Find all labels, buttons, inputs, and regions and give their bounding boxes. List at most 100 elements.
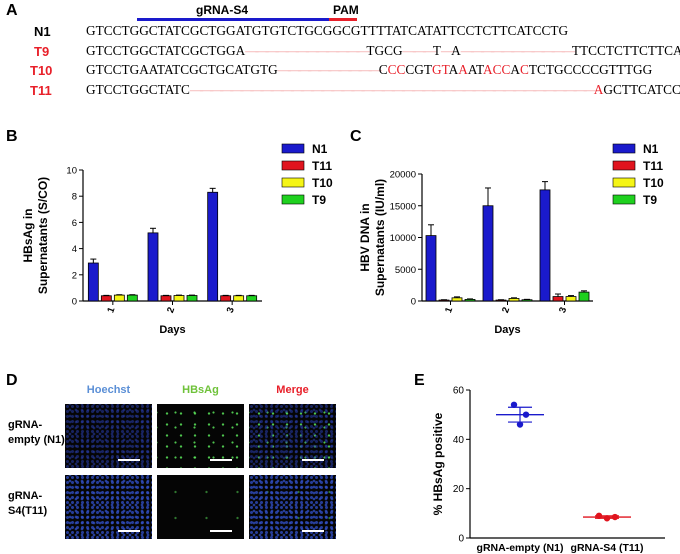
bar-n1 (425, 235, 437, 302)
x-tick-label: 3 (557, 306, 569, 315)
grna-bar (137, 18, 329, 21)
legend-swatch-t9 (612, 194, 636, 205)
data-point (611, 513, 619, 521)
bar-t9 (521, 299, 533, 302)
micrograph-column-hbsag: HBsAg (182, 384, 219, 396)
y-tick-label: 10 (66, 166, 77, 177)
sequence-segment: AT (467, 62, 484, 77)
bar-t11 (160, 295, 172, 302)
sequence-segment: ———————————————————————————————————————— (189, 82, 597, 97)
legend-swatch-n1 (612, 143, 636, 154)
legend-label-t9: T9 (312, 193, 326, 207)
micrograph-column-merge: Merge (276, 384, 309, 396)
panel-letter-a: A (6, 2, 18, 19)
micrograph-image (249, 475, 336, 539)
sequence-n1: GTCCTGGCTATCGCTGGATGTGTCTGCGGCGTTTTATCAT… (86, 23, 568, 39)
micrograph-image (157, 475, 244, 539)
sequence-segment: GT (431, 62, 449, 77)
legend-label-n1: N1 (312, 142, 328, 156)
sequence-segment: ACC (483, 62, 511, 77)
scale-bar (210, 530, 232, 532)
chart-e: 0 20 40 60 % HBsAg positive gRNA-empty (N1) gR… (431, 386, 665, 554)
data-point (522, 411, 530, 418)
bar-t10 (233, 295, 245, 302)
sequence-t9: GTCCTGGCTATCGCTGGA————————————TGCG———T—A… (86, 43, 680, 59)
micrograph-column-hoechst: Hoechst (86, 384, 131, 396)
legend-swatch-t10 (612, 177, 636, 188)
y-tick-label: 0 (72, 297, 77, 308)
x-category-label: gRNA-S4 (T11) (571, 542, 644, 554)
panel-letter-c: C (350, 128, 362, 145)
y-tick-label: 6 (72, 218, 77, 229)
legend-label-t9: T9 (643, 193, 657, 207)
data-point (516, 421, 524, 428)
y-tick-label: 20000 (390, 170, 416, 181)
micrograph-row-label: gRNA- S4(T11) (8, 489, 47, 519)
panel-letter-d: D (6, 372, 18, 389)
bar-t10 (173, 295, 185, 302)
bar-t11 (552, 296, 564, 302)
sequence-segment: A (510, 62, 520, 77)
y-tick-label: 40 (453, 435, 465, 446)
y-axis-label: HBsAg in (21, 209, 35, 263)
sequence-segment: C (378, 62, 388, 77)
panel-letter-e: E (414, 372, 425, 389)
legend-label-t10: T10 (643, 176, 664, 190)
y-tick-label: 20 (453, 484, 465, 495)
sequence-segment: A (448, 62, 459, 77)
sequence-segment: ———————————— (245, 43, 369, 58)
y-axis-label: Supernatants (IU/ml) (373, 179, 387, 296)
sequence-segment: GCTTCATCCTG (603, 82, 680, 97)
y-tick-label: 4 (72, 244, 77, 255)
sequence-segment: A (458, 62, 468, 77)
x-tick-label: 1 (105, 305, 117, 314)
bar-n1 (207, 191, 219, 302)
scale-bar (118, 459, 140, 461)
bar-t11 (220, 295, 232, 302)
micrograph-row-label-line: empty (N1) (8, 434, 65, 446)
bar-n1 (147, 232, 159, 302)
sequence-segment: TTCCTCTTCTTCATG (571, 43, 680, 58)
y-tick-label: 0 (458, 534, 464, 545)
x-tick-label: 3 (225, 306, 237, 315)
data-point (510, 401, 518, 408)
legend-label-t11: T11 (643, 159, 663, 173)
bar-n1 (539, 189, 551, 302)
bar-t10 (451, 297, 463, 302)
sequence-segment: TCTGCCCCGTTTGG (528, 62, 653, 77)
bar-t9 (464, 299, 476, 302)
y-tick-label: 0 (411, 297, 416, 308)
micrograph-image (65, 404, 152, 468)
sequence-segment: A (593, 82, 604, 97)
bar-t9 (186, 295, 198, 302)
panel-letter-b: B (6, 128, 18, 145)
legend-label-n1: N1 (643, 142, 659, 156)
data-point (595, 512, 603, 519)
bar-t11 (100, 295, 112, 302)
sequence-label-n1: N1 (34, 24, 51, 39)
chart-c: 0 5000 10000 15000 20000 1 2 3 Days HBV DNA in Sup… (358, 142, 664, 336)
y-axis-label: Supernatants (S/CO) (36, 177, 50, 294)
sequence-label-t11: T11 (30, 83, 52, 98)
legend-swatch-t10 (281, 177, 305, 188)
x-axis-label: Days (159, 324, 185, 336)
sequence-segment: —————————— (277, 62, 382, 77)
sequence-segment: CGT (405, 62, 432, 77)
legend-swatch-t11 (281, 160, 305, 171)
bar-t9 (578, 291, 590, 302)
sequence-segment: CC (387, 62, 406, 77)
sequence-label-t10: T10 (30, 63, 53, 78)
legend-label-t11: T11 (312, 159, 332, 173)
pam-label: PAM (333, 3, 359, 17)
bar-t9 (246, 295, 258, 302)
sequence-t11: GTCCTGGCTATC————————————————————————————… (86, 82, 680, 98)
pam-bar (329, 18, 357, 21)
micrograph-row-label-line: S4(T11) (8, 505, 48, 517)
y-axis-label: HBV DNA in (358, 203, 372, 271)
bar-t10 (565, 296, 577, 302)
sequence-label-t9: T9 (34, 44, 50, 59)
sequence-segment: GTCCTGGCTATCGCTGGATGTGTCTGCGGCGTTTTATCAT… (86, 23, 569, 38)
micrograph-row-label-line: gRNA- (8, 419, 43, 431)
x-tick-label: 2 (500, 306, 512, 315)
